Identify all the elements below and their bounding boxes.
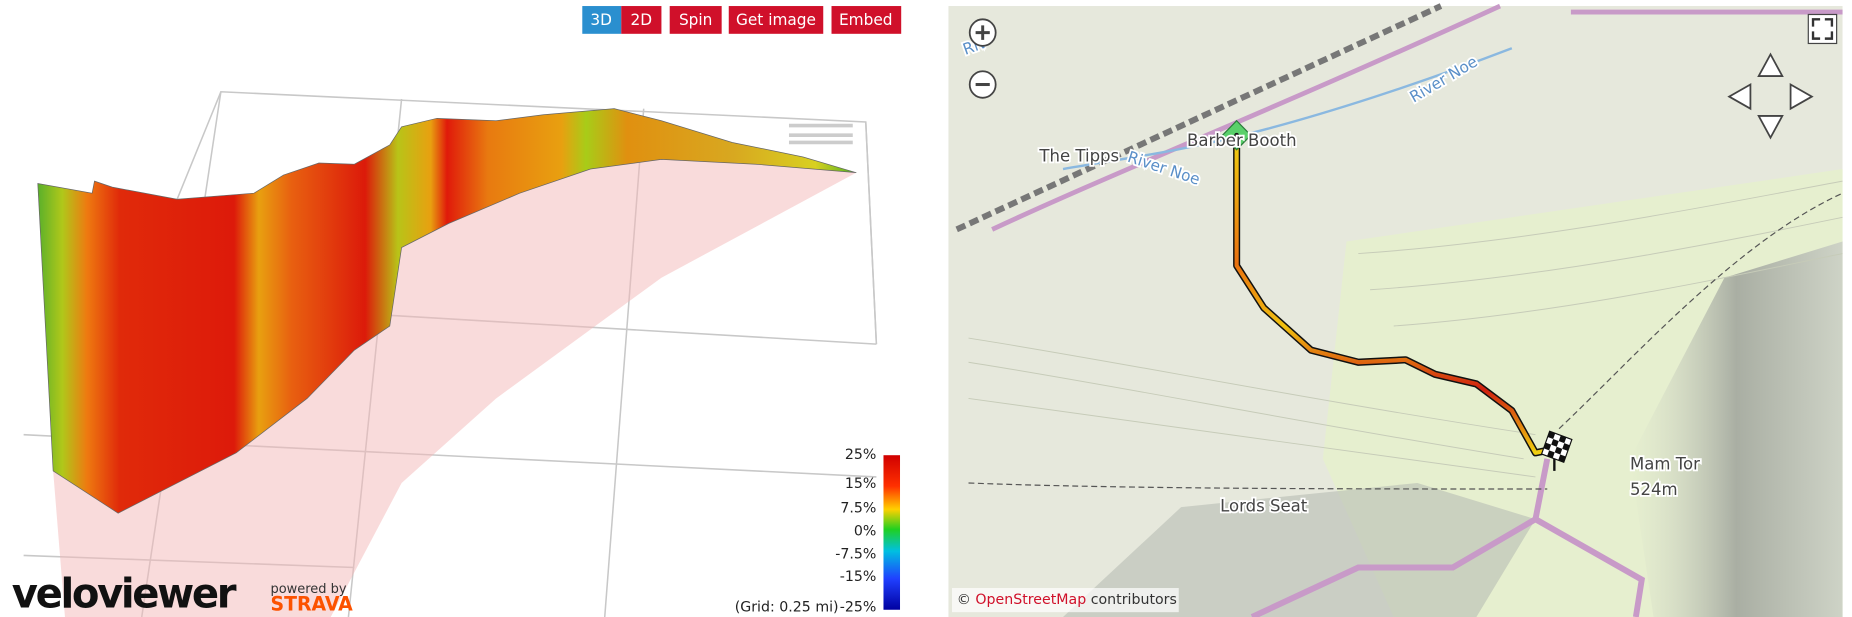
- logo[interactable]: veloviewer: [12, 569, 239, 617]
- map-label: Lords Seat: [1220, 495, 1308, 515]
- road: [1250, 458, 1551, 617]
- button-label: 2D: [631, 11, 653, 29]
- zoom-controls: [968, 18, 997, 99]
- toolbar: 3D 2D Spin Get image Embed: [582, 6, 902, 34]
- button-2d[interactable]: [621, 6, 662, 34]
- button-label: Embed: [839, 11, 893, 29]
- pan-up[interactable]: [1757, 52, 1784, 77]
- river: [1062, 47, 1513, 171]
- north-arrow: [788, 123, 853, 145]
- road: [1534, 516, 1646, 617]
- button-label: 3D: [590, 11, 612, 29]
- pan-left[interactable]: [1727, 82, 1752, 111]
- map-panel: Riv River Noe River Noe The Tipps Barber…: [948, 3, 1843, 617]
- button-get-image[interactable]: [728, 6, 824, 34]
- button-label: Get image: [736, 11, 816, 29]
- button-label: Spin: [679, 11, 712, 29]
- road: [991, 3, 1501, 232]
- start-dot: [1234, 132, 1239, 138]
- footpath: [968, 192, 1843, 490]
- scale-label: 0%: [854, 523, 876, 539]
- railway: [955, 3, 1443, 233]
- pan-right[interactable]: [1789, 82, 1814, 111]
- map-label: The Tipps: [1038, 145, 1119, 165]
- scale-label: -25%: [840, 599, 877, 615]
- map-label: Mam Tor: [1630, 453, 1700, 473]
- attribution-suffix: contributors: [1091, 592, 1177, 608]
- fullscreen-button[interactable]: [1807, 13, 1838, 45]
- map-label: Barber Booth: [1187, 130, 1297, 150]
- color-scale: [883, 455, 901, 610]
- powered-by: powered by: [270, 582, 346, 597]
- hill-shade: [1629, 241, 1843, 617]
- strava-logo[interactable]: STRAVA: [270, 592, 353, 615]
- pan-controls: [1727, 52, 1814, 140]
- finish-marker[interactable]: [1540, 430, 1573, 471]
- pan-down[interactable]: [1757, 115, 1784, 140]
- button-3d[interactable]: [582, 6, 622, 34]
- attribution: © OpenStreetMap contributors: [957, 592, 1177, 608]
- route: [1234, 136, 1554, 455]
- attribution-link[interactable]: OpenStreetMap: [975, 592, 1086, 608]
- scale-label: 7.5%: [840, 500, 876, 516]
- profile-panel: 3D 2D Spin Get image Embed 25% 15% 7.5% …: [7, 6, 903, 617]
- elevation-profile: [37, 108, 857, 514]
- button-spin[interactable]: [669, 6, 722, 34]
- attribution-prefix: ©: [957, 592, 971, 608]
- scale-label: -15%: [840, 569, 877, 585]
- contours: [968, 180, 1843, 478]
- hill-shade: [1063, 482, 1536, 617]
- button-embed[interactable]: [831, 6, 902, 34]
- map-label: 524m: [1630, 479, 1678, 499]
- scale-label: 15%: [845, 476, 877, 492]
- profile-shadow: [53, 159, 857, 617]
- scale-label: 25%: [845, 447, 877, 463]
- grid-note: (Grid: 0.25 mi): [735, 599, 839, 615]
- attribution-bg: [951, 588, 1179, 613]
- scale-label: -7.5%: [835, 546, 876, 562]
